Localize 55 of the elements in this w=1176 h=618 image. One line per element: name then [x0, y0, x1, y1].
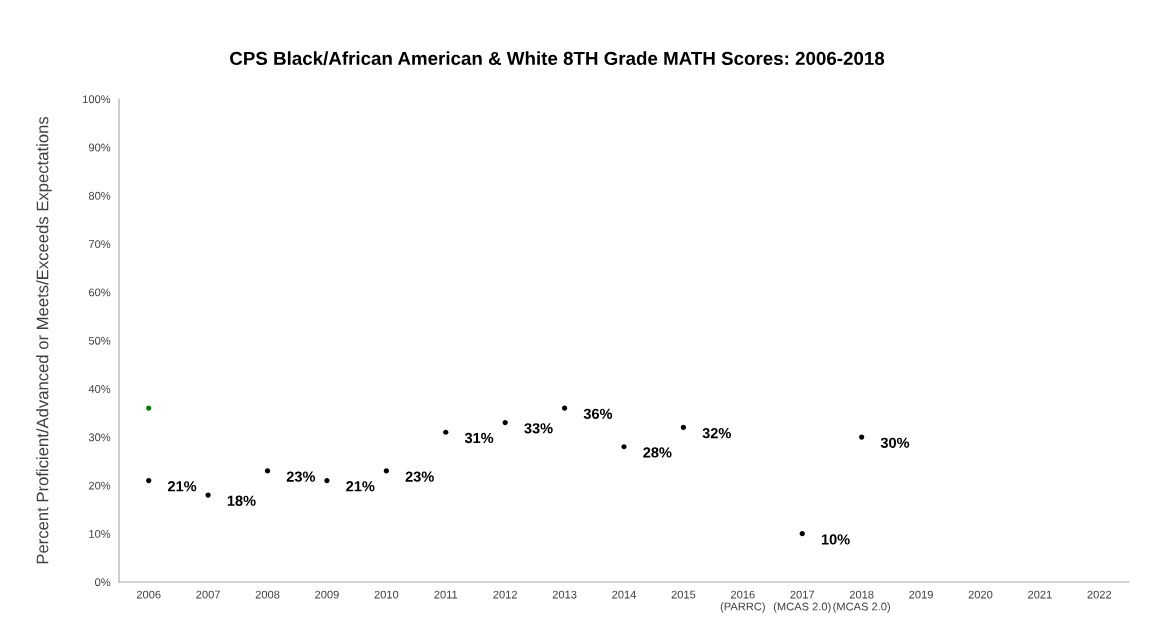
x-tick-label: 2022 — [1087, 590, 1112, 599]
data-label: 28% — [643, 447, 672, 458]
data-label: 32% — [702, 427, 731, 439]
data-label: 30% — [880, 437, 910, 448]
x-tick-label: 2020 — [968, 590, 993, 599]
point — [324, 477, 330, 484]
point — [680, 424, 687, 431]
point — [561, 405, 568, 411]
point — [146, 477, 152, 484]
y-tick-label: 0% — [95, 578, 111, 587]
point — [621, 444, 627, 450]
x-tick-label: 2008 — [255, 590, 280, 599]
point — [799, 531, 805, 537]
x-tick-label: 2015 — [671, 590, 696, 599]
x-tick-label: 2016 (PARRC) — [720, 590, 765, 613]
point — [502, 420, 508, 426]
chart-title: CPS Black/African American & White 8TH Grade MATH Scores: 2006-2018 — [230, 51, 885, 66]
x-tick-label: 2014 — [612, 590, 637, 599]
data-label: 36% — [583, 408, 613, 419]
x-tick-label: 2009 — [315, 590, 339, 599]
x-tick-label: 2011 — [434, 590, 458, 599]
y-tick-label: 30% — [88, 433, 111, 442]
data-label: 21% — [167, 481, 197, 492]
point — [383, 468, 389, 474]
data-label: 18% — [227, 495, 256, 506]
y-tick-label: 70% — [89, 240, 111, 249]
y-tick-label: 50% — [88, 336, 111, 345]
x-tick-label: 2018 (MCAS 2.0) — [833, 590, 890, 613]
point — [443, 429, 449, 435]
y-tick-label: 80% — [88, 191, 111, 200]
data-label: 33% — [524, 423, 553, 434]
x-tick-label: 2006 — [136, 590, 161, 599]
x-tick-label: 2007 — [196, 590, 220, 599]
point — [264, 468, 271, 474]
x-tick-label: 2017 (MCAS 2.0) — [773, 590, 831, 613]
x-tick-label: 2012 — [493, 590, 517, 599]
data-label: 23% — [286, 471, 316, 482]
y-tick-label: 20% — [88, 481, 111, 490]
x-tick-label: 2021 — [1028, 590, 1052, 599]
y-tick-label: 40% — [88, 385, 111, 393]
y-tick-label: 100% — [83, 95, 111, 104]
point — [859, 434, 865, 440]
y-axis-title: Percent Proficient/Advanced or Meets/Exceeds Expectations — [36, 116, 52, 564]
x-tick-label: 2013 — [552, 590, 577, 599]
data-label: 21% — [346, 481, 375, 492]
data-label: 23% — [405, 471, 434, 482]
x-tick-label: 2010 — [374, 590, 399, 599]
data-label: 10% — [821, 534, 850, 545]
x-tick-label: 2019 — [909, 590, 933, 599]
point — [205, 492, 211, 498]
y-tick-label: 10% — [89, 529, 111, 538]
y-tick-label: 60% — [88, 288, 111, 297]
point — [146, 405, 152, 411]
y-tick-label: 90% — [88, 143, 111, 152]
data-label: 31% — [464, 432, 494, 444]
